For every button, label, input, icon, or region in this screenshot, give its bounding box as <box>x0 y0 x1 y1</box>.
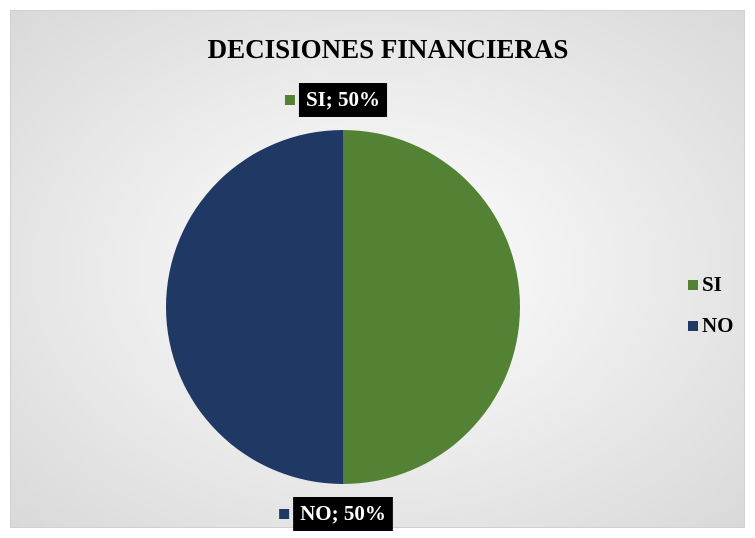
chart-title: DECISIONES FINANCIERAS <box>208 34 569 64</box>
data-label-key <box>279 509 290 519</box>
data-label: SI; 50% <box>284 83 388 117</box>
legend-key <box>688 280 698 290</box>
data-label-box <box>293 497 393 531</box>
pie-slice <box>343 130 520 484</box>
data-label-key <box>284 95 295 105</box>
data-label-text: NO; 50% <box>300 501 386 525</box>
legend-label: NO <box>702 313 734 337</box>
data-label-text: SI; 50% <box>306 87 380 111</box>
legend-key <box>688 321 698 331</box>
data-label-box <box>298 83 388 117</box>
legend-label: SI <box>702 272 722 296</box>
data-label: NO; 50% <box>279 497 393 531</box>
pie-slice <box>166 130 343 484</box>
